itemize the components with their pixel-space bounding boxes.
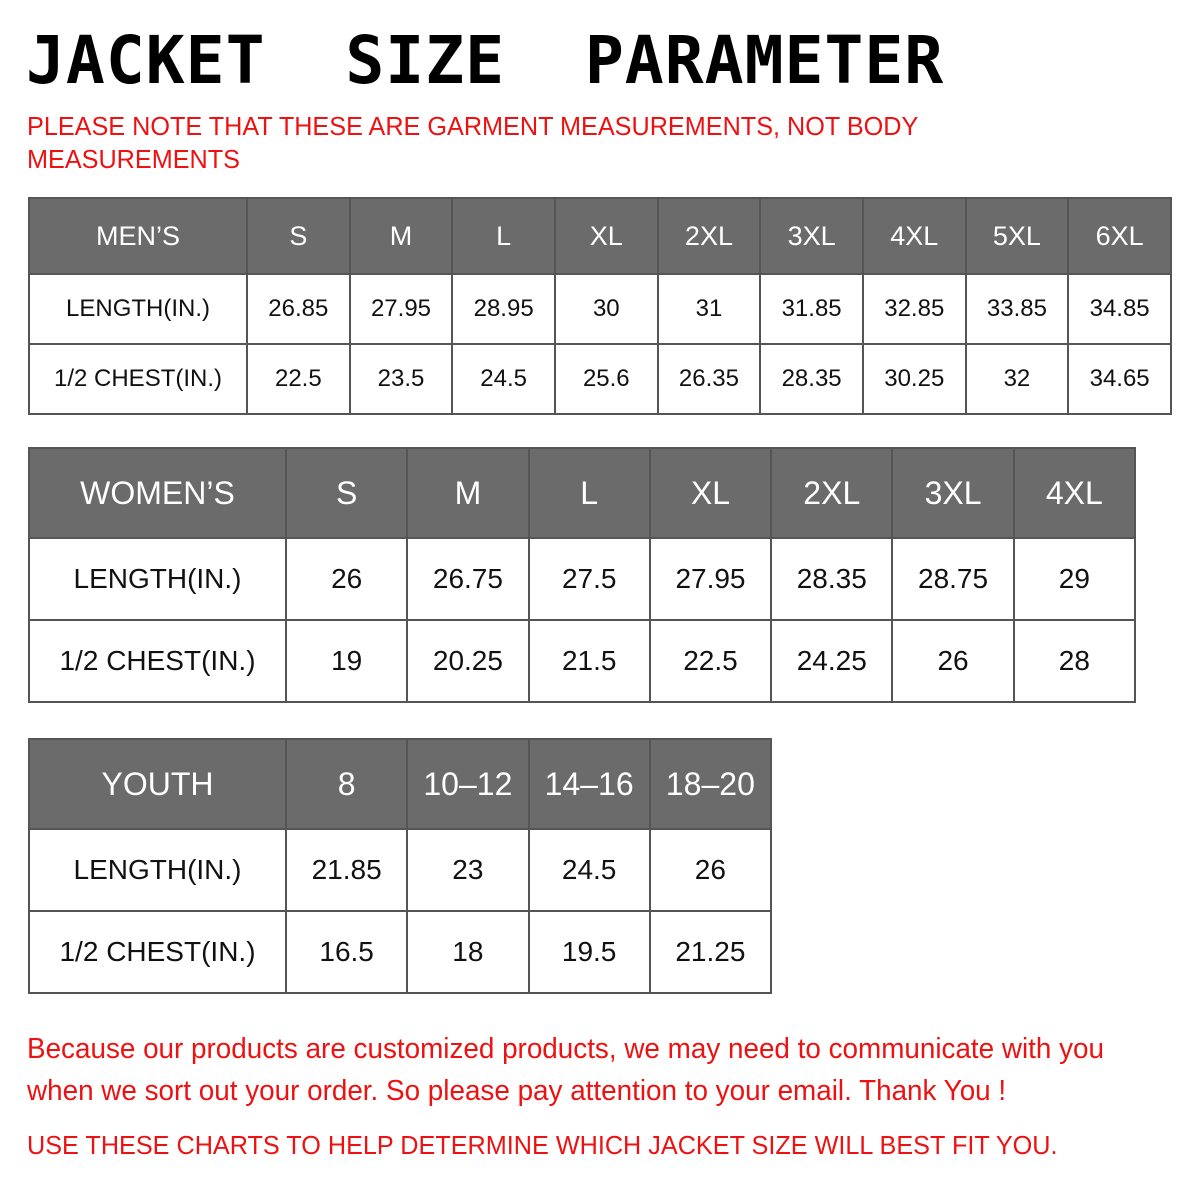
measurement-cell: 26 [891,619,1015,703]
measurement-cell: 28.35 [759,343,864,415]
category-header: YOUTH [28,738,287,830]
measurement-cell: 26.75 [406,537,530,621]
measurement-cell: 22.5 [246,343,351,415]
row-label: 1/2 CHEST(IN.) [28,619,287,703]
size-header: 2XL [656,197,762,275]
category-header: MEN’S [28,197,248,275]
measurement-cell: 16.5 [284,910,409,994]
measurement-cell: 34.85 [1067,273,1172,345]
measurement-cell: 23.5 [348,343,454,415]
size-header: XL [553,197,659,275]
table-row: 1/2 CHEST(IN.) 19 20.25 21.5 22.5 24.25 26 28 [28,619,1137,703]
size-header: L [527,447,651,539]
measurement-cell: 26.35 [656,343,762,415]
row-label: LENGTH(IN.) [28,537,287,621]
size-header: S [246,197,351,275]
size-header: S [284,447,409,539]
size-header: M [348,197,454,275]
measurement-cell: 28.75 [891,537,1015,621]
measurement-cell: 27.5 [527,537,651,621]
header-row: YOUTH 8 10–12 14–16 18–20 [28,738,773,830]
measurement-cell: 27.95 [348,273,454,345]
measurement-cell: 21.85 [284,828,409,912]
size-header: L [451,197,556,275]
row-label: 1/2 CHEST(IN.) [28,343,248,415]
measurement-cell: 33.85 [964,273,1070,345]
table-row: 1/2 CHEST(IN.) 16.5 18 19.5 21.25 [28,910,773,994]
measurement-cell: 23 [406,828,530,912]
table-row: 1/2 CHEST(IN.) 22.5 23.5 24.5 25.6 26.35 28.35… [28,343,1172,415]
measurement-cell: 24.5 [527,828,651,912]
table-row: LENGTH(IN.) 26.85 27.95 28.95 30 31 31.85 32.85… [28,273,1172,345]
page-title: JACKET SIZE PARAMETER [26,22,945,99]
measurement-cell: 19.5 [527,910,651,994]
measurement-cell: 26 [284,537,409,621]
men-size-table: MEN’S S M L XL 2XL 3XL 4XL 5XL 6XL LENGTH(IN.) 26.8… [28,197,1172,415]
size-header: 18–20 [648,738,773,830]
measurement-cell: 26 [648,828,773,912]
size-header: 4XL [1012,447,1137,539]
row-label: LENGTH(IN.) [28,273,248,345]
measurement-cell: 32.85 [861,273,967,345]
size-header: 3XL [891,447,1015,539]
size-header: 14–16 [527,738,651,830]
measurement-cell: 21.25 [648,910,773,994]
measurement-cell: 31.85 [759,273,864,345]
youth-size-table: YOUTH 8 10–12 14–16 18–20 LENGTH(IN.) 21.85 23 2… [28,738,773,994]
measurement-cell: 32 [964,343,1070,415]
measurement-cell: 25.6 [553,343,659,415]
table-row: LENGTH(IN.) 26 26.75 27.5 27.95 28.35 28.75 29 [28,537,1137,621]
measurement-cell: 24.25 [770,619,894,703]
size-header: 2XL [770,447,894,539]
size-header: 8 [284,738,409,830]
measurement-cell: 30 [553,273,659,345]
measurement-cell: 26.85 [246,273,351,345]
measurement-cell: 29 [1012,537,1137,621]
measurement-cell: 22.5 [648,619,773,703]
measurement-cell: 28 [1012,619,1137,703]
measurement-cell: 27.95 [648,537,773,621]
size-header: 4XL [861,197,967,275]
row-label: 1/2 CHEST(IN.) [28,910,287,994]
header-row: WOMEN’S S M L XL 2XL 3XL 4XL [28,447,1137,539]
measurement-cell: 31 [656,273,762,345]
measurement-cell: 18 [406,910,530,994]
size-header: XL [648,447,773,539]
table-row: LENGTH(IN.) 21.85 23 24.5 26 [28,828,773,912]
women-size-table: WOMEN’S S M L XL 2XL 3XL 4XL LENGTH(IN.) 26 26.75 2… [28,447,1137,703]
row-label: LENGTH(IN.) [28,828,287,912]
measurement-cell: 30.25 [861,343,967,415]
sizing-advice: USE THESE CHARTS TO HELP DETERMINE WHICH… [27,1130,1058,1160]
measurement-cell: 24.5 [451,343,556,415]
measurement-cell: 28.35 [770,537,894,621]
size-header: 5XL [964,197,1070,275]
measurement-cell: 19 [284,619,409,703]
measurement-cell: 21.5 [527,619,651,703]
measurement-cell: 20.25 [406,619,530,703]
header-row: MEN’S S M L XL 2XL 3XL 4XL 5XL 6XL [28,197,1172,275]
measurement-cell: 28.95 [451,273,556,345]
measurement-note: PLEASE NOTE THAT THESE ARE GARMENT MEASU… [27,111,918,174]
customization-message: Because our products are customized prod… [27,1033,1105,1107]
size-header: 10–12 [406,738,530,830]
size-header: 6XL [1067,197,1172,275]
measurement-cell: 34.65 [1067,343,1172,415]
size-header: 3XL [759,197,864,275]
category-header: WOMEN’S [28,447,287,539]
size-header: M [406,447,530,539]
